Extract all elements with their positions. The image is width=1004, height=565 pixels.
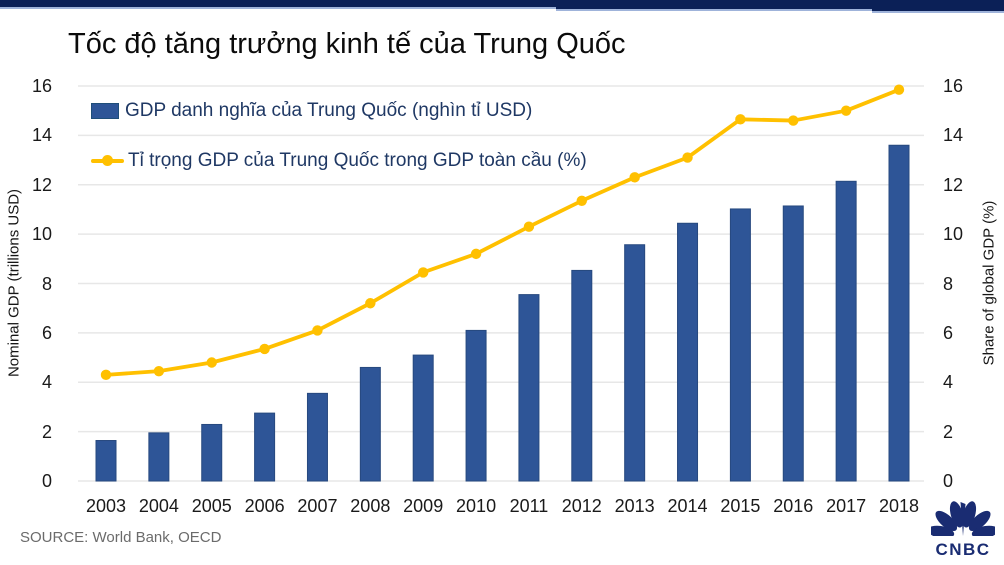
x-axis-tick: 2015 xyxy=(720,496,761,516)
legend-item-gdp: GDP danh nghĩa của Trung Quốc (nghìn tỉ … xyxy=(91,100,532,122)
share-line-marker xyxy=(365,298,376,309)
y-axis-tick-left: 16 xyxy=(31,76,52,96)
share-line-marker xyxy=(523,221,535,232)
share-line-marker xyxy=(206,357,217,368)
y-axis-tick-right: 0 xyxy=(943,471,954,491)
share-line-marker xyxy=(682,152,693,163)
y-axis-tick-right: 6 xyxy=(943,322,954,343)
gdp-bar xyxy=(359,366,381,482)
gdp-bar xyxy=(624,244,646,482)
source-text: SOURCE: World Bank, OECD xyxy=(20,529,222,546)
share-line-marker xyxy=(153,365,165,377)
gdp-bar xyxy=(201,423,223,482)
gdp-bar xyxy=(571,269,593,482)
legend-label-gdp: GDP danh nghĩa của Trung Quốc (nghìn tỉ … xyxy=(125,100,533,121)
y-axis-tick-left: 12 xyxy=(31,174,52,195)
share-line-marker xyxy=(312,325,323,336)
y-axis-tick-right: 16 xyxy=(943,76,964,96)
top-accent-bar-right xyxy=(872,0,1004,13)
share-line-marker xyxy=(840,105,852,116)
line-marker-icon xyxy=(102,155,113,166)
x-axis-tick: 2005 xyxy=(191,496,232,516)
x-axis-tick: 2011 xyxy=(509,496,549,516)
top-accent-bar-left xyxy=(0,0,556,9)
share-line-marker xyxy=(100,369,112,381)
x-axis-tick: 2008 xyxy=(350,496,391,516)
x-axis-tick: 2014 xyxy=(667,496,708,516)
share-line-marker xyxy=(788,115,799,126)
y-axis-tick-right: 10 xyxy=(943,224,964,245)
x-axis-tick: 2016 xyxy=(773,496,814,516)
share-line-marker xyxy=(893,84,905,95)
x-axis-tick: 2007 xyxy=(297,496,338,516)
gdp-bar xyxy=(518,294,540,482)
legend-item-share: Tỉ trọng GDP của Trung Quốc trong GDP to… xyxy=(91,150,587,172)
y-axis-tick-right: 4 xyxy=(943,372,954,393)
gdp-bar xyxy=(677,222,699,482)
share-line-marker xyxy=(259,343,270,355)
share-line-marker xyxy=(735,114,746,125)
gdp-bar xyxy=(306,392,328,482)
gdp-bar xyxy=(412,354,434,482)
share-line-marker xyxy=(418,267,429,278)
y-axis-tick-right: 8 xyxy=(943,273,954,294)
gdp-bar xyxy=(888,144,910,482)
share-line-marker xyxy=(576,195,588,206)
y-axis-tick-left: 10 xyxy=(31,224,52,245)
x-axis-tick: 2009 xyxy=(403,496,444,516)
x-axis-tick: 2006 xyxy=(244,496,285,516)
y-axis-tick-left: 0 xyxy=(41,471,52,491)
cnbc-peacock-icon xyxy=(927,501,999,539)
y-axis-tick-right: 2 xyxy=(943,421,954,442)
gdp-bar xyxy=(95,440,117,482)
gdp-bar xyxy=(465,329,487,482)
plot-area xyxy=(78,84,924,482)
cnbc-logo: CNBC xyxy=(926,496,1000,558)
top-accent-bar-middle xyxy=(556,0,872,11)
gdp-bar xyxy=(254,412,276,482)
x-axis-tick: 2003 xyxy=(85,496,127,516)
y-axis-tick-left: 8 xyxy=(41,273,52,294)
y-axis-tick-left: 2 xyxy=(41,421,52,442)
gdp-bar xyxy=(729,208,751,482)
x-axis-tick: 2018 xyxy=(878,496,920,516)
bar-series-swatch xyxy=(91,103,119,119)
share-line-marker xyxy=(629,172,640,183)
x-axis-tick: 2012 xyxy=(561,496,602,516)
share-line xyxy=(104,87,901,377)
gdp-bar xyxy=(782,205,804,482)
x-axis-tick: 2013 xyxy=(614,496,655,516)
chart-title: Tốc độ tăng trưởng kinh tế của Trung Quố… xyxy=(68,28,626,60)
cnbc-wordmark: CNBC xyxy=(935,540,991,559)
y-axis-tick-right: 12 xyxy=(943,174,964,195)
gdp-bar xyxy=(835,180,857,482)
y-axis-tick-right: 14 xyxy=(943,125,964,146)
y-axis-tick-left: 6 xyxy=(41,322,52,343)
y-axis-tick-left: 4 xyxy=(41,372,52,393)
line-series-swatch xyxy=(91,155,124,166)
share-line-marker xyxy=(470,248,482,260)
x-axis-tick: 2017 xyxy=(826,496,867,516)
y-axis-tick-left: 14 xyxy=(31,125,52,146)
legend-label-share: Tỉ trọng GDP của Trung Quốc trong GDP to… xyxy=(128,150,587,171)
gdp-bar xyxy=(148,432,170,482)
x-axis-tick: 2010 xyxy=(456,496,497,516)
x-axis-tick: 2004 xyxy=(138,496,179,516)
